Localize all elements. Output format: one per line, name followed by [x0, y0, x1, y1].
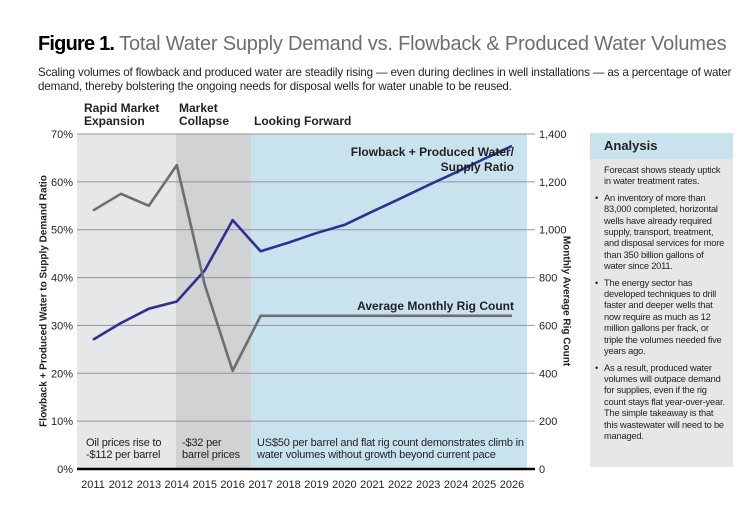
period-note-expansion: Oil prices rise to -$112 per barrel	[86, 437, 162, 461]
right-tick-label: 800	[539, 273, 557, 285]
right-tick-label: 1,000	[539, 225, 567, 237]
x-tick-label: 2017	[248, 479, 272, 491]
rig-series-label: Average Monthly Rig Count	[357, 299, 514, 313]
left-tick-label: 40%	[51, 273, 73, 285]
left-tick-label: 50%	[51, 225, 73, 237]
right-tick-label: 0	[539, 464, 545, 476]
period-note-collapse: -$32 per barrel prices	[182, 437, 240, 461]
x-tick-label: 2011	[81, 479, 105, 491]
left-tick-label: 70%	[51, 129, 73, 141]
title-text: Total Water Supply Demand vs. Flowback &…	[119, 33, 727, 55]
x-tick-label: 2026	[500, 479, 524, 491]
figure-title: Figure 1. Total Water Supply Demand vs. …	[38, 33, 727, 56]
x-tick-label: 2023	[416, 479, 440, 491]
right-tick-label: 1,200	[539, 177, 567, 189]
period-band	[251, 134, 527, 469]
analysis-bullet: The energy sector has developed techniqu…	[595, 278, 727, 358]
right-tick-label: 1,400	[539, 129, 567, 141]
x-tick-label: 2024	[444, 479, 468, 491]
x-tick-label: 2021	[360, 479, 384, 491]
x-tick-label: 2012	[109, 479, 133, 491]
analysis-bullet: As a result, produced water volumes will…	[595, 363, 727, 443]
left-tick-label: 20%	[51, 368, 73, 380]
x-tick-label: 2016	[220, 479, 244, 491]
x-tick-label: 2025	[472, 479, 496, 491]
right-tick-label: 600	[539, 320, 557, 332]
left-axis-title: Flowback + Produced Water to Supply Dema…	[38, 175, 50, 427]
period-label-forward: Looking Forward	[254, 114, 352, 128]
period-note-forward: US$50 per barrel and flat rig count demo…	[257, 437, 524, 461]
period-band	[176, 134, 251, 469]
analysis-intro: Forecast shows steady uptick in water tr…	[604, 165, 721, 187]
x-tick-label: 2018	[276, 479, 300, 491]
left-tick-label: 60%	[51, 177, 73, 189]
analysis-panel: Analysis Forecast shows steady uptick in…	[590, 133, 733, 467]
figure-number: Figure 1.	[38, 33, 115, 55]
x-tick-label: 2013	[137, 479, 161, 491]
x-tick-label: 2014	[165, 479, 189, 491]
ratio-series-label: Supply Ratio	[441, 160, 514, 174]
period-label-expansion: Rapid Market Expansion	[84, 101, 160, 128]
right-axis-title: Monthly Average Rig Count	[560, 235, 572, 367]
analysis-heading: Analysis	[590, 133, 733, 159]
x-tick-label: 2022	[388, 479, 412, 491]
x-tick-label: 2015	[192, 479, 216, 491]
right-tick-label: 200	[539, 416, 557, 428]
period-band	[77, 134, 176, 469]
analysis-bullet: An inventory of more than 83,000 complet…	[595, 193, 727, 273]
left-tick-label: 10%	[51, 416, 73, 428]
left-tick-label: 30%	[51, 320, 73, 332]
subtitle: Scaling volumes of flowback and produced…	[38, 66, 732, 93]
period-label-collapse: Market Collapse	[179, 101, 230, 128]
rig-count-line	[92, 163, 512, 373]
ratio-series-label: Flowback + Produced Water/	[351, 145, 515, 159]
x-tick-label: 2019	[304, 479, 328, 491]
left-tick-label: 0%	[57, 464, 73, 476]
x-tick-label: 2020	[332, 479, 356, 491]
right-tick-label: 400	[539, 368, 557, 380]
ratio-line	[92, 144, 513, 341]
